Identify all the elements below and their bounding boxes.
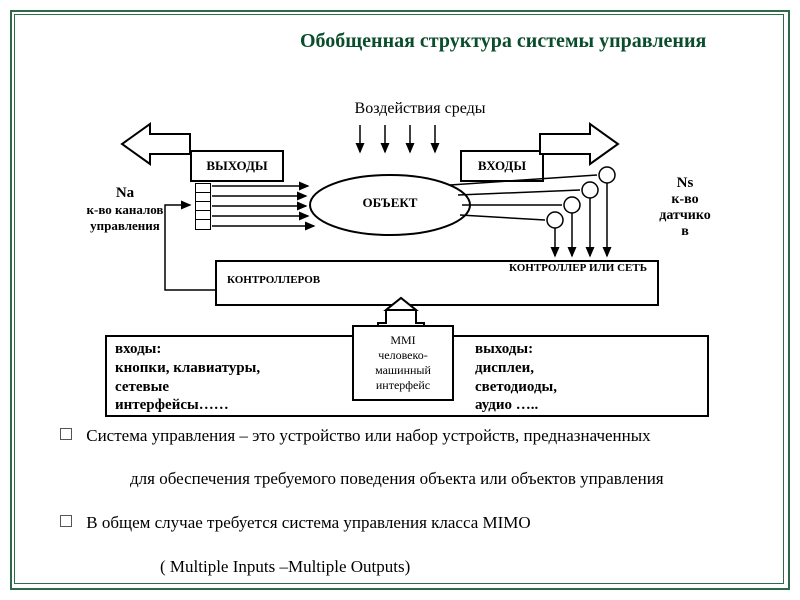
bullet-2a: В общем случае требуется система управле… [86,513,530,532]
mmi-title: MMI [390,333,415,348]
bullet-2b-text: ( Multiple Inputs –Multiple Outputs) [160,557,410,576]
mmi-box: MMI человеко- машинный интерфейс [352,325,454,401]
bullet-1b: для обеспечения требуемого поведения объ… [130,468,800,489]
ns-sub: к-во датчико в [635,192,735,240]
bullet-1b-text: для обеспечения требуемого поведения объ… [130,469,664,488]
controller-line1: КОНТРОЛЛЕР ИЛИ СЕТЬ [227,262,647,274]
ns-symbol: Ns [635,175,735,192]
inputs-text: входы: кнопки, клавиатуры, сетевые интер… [115,340,335,415]
actuator-slot [195,219,211,230]
controller-line2: КОНТРОЛЛЕРОВ [227,274,647,286]
bullet-icon [60,515,72,527]
na-sub: к-во каналов управления [65,202,185,234]
object-label: ОБЪЕКТ [350,195,430,211]
bullet-icon [60,428,72,440]
na-symbol: Na [65,185,185,202]
page-title: Обобщенная структура системы управления [300,30,750,53]
na-label: Na к-во каналов управления [65,185,185,234]
environment-label: Воздействия среды [330,100,510,118]
bullet-1: Система управления – это устройство или … [60,425,760,446]
bullet-2: В общем случае требуется система управле… [60,512,760,533]
outputs-box: ВЫХОДЫ [190,150,284,182]
mmi-sub: человеко- машинный интерфейс [375,348,431,393]
ns-label: Ns к-во датчико в [635,175,735,240]
controller-box: КОНТРОЛЛЕР ИЛИ СЕТЬ КОНТРОЛЛЕРОВ [215,260,659,306]
bullet-1a: Система управления – это устройство или … [86,426,650,445]
inputs-box: ВХОДЫ [460,150,544,182]
outputs-text: выходы: дисплеи, светодиоды, аудио ….. [475,340,695,415]
bullet-2b: ( Multiple Inputs –Multiple Outputs) [160,556,800,577]
